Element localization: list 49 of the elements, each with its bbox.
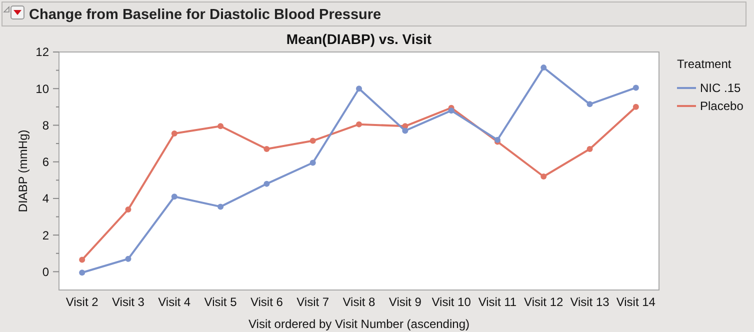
point	[218, 123, 224, 130]
chart-title: Change from Baseline for Diastolic Blood Pressure	[29, 7, 382, 23]
x-tick-label: Visit 2	[66, 295, 99, 309]
x-tick-label: Visit 3	[112, 295, 145, 309]
legend-title: Treatment	[677, 57, 732, 71]
point	[448, 108, 454, 114]
point	[632, 104, 639, 110]
y-tick-label: 10	[36, 82, 50, 96]
x-tick-label: Visit 7	[296, 295, 330, 309]
x-tick-label: Visit 8	[342, 295, 376, 309]
x-tick-label: Visit 5	[204, 295, 238, 309]
x-tick-label: Visit 10	[432, 295, 472, 309]
x-tick-label: Visit 14	[616, 295, 656, 309]
chart-subtitle: Mean(DIABP) vs. Visit	[286, 31, 432, 47]
point	[79, 256, 86, 263]
y-tick-label: 8	[42, 118, 50, 132]
point	[79, 270, 86, 276]
point	[310, 138, 316, 144]
x-axis-title: Visit ordered by Visit Number (ascending)	[248, 317, 470, 331]
x-tick-label: Visit 11	[478, 295, 517, 309]
x-tick-label: Visit 4	[158, 295, 191, 309]
y-tick-label: 4	[42, 192, 50, 206]
y-axis-title: DIABP (mmHg)	[16, 130, 30, 212]
point	[632, 84, 639, 91]
point	[125, 206, 132, 212]
point	[125, 256, 132, 262]
legend-label: NIC .15	[700, 81, 742, 96]
point	[218, 204, 224, 210]
point	[402, 128, 408, 134]
legend-label: Placebo	[700, 99, 744, 114]
point	[586, 101, 593, 108]
y-tick-label: 2	[42, 228, 50, 242]
x-tick-label: Visit 12	[524, 295, 564, 309]
y-tick-label: 0	[42, 264, 50, 279]
point	[264, 146, 270, 152]
x-tick-label: Visit 6	[250, 295, 284, 309]
point	[586, 146, 593, 152]
point	[356, 121, 362, 128]
y-tick-label: 6	[42, 155, 50, 170]
point	[540, 64, 547, 71]
x-tick-label: Visit 13	[570, 295, 610, 309]
point	[171, 194, 178, 200]
y-tick-label: 12	[36, 45, 50, 60]
point	[171, 130, 178, 136]
point	[264, 180, 270, 187]
point	[540, 173, 547, 180]
point	[310, 160, 316, 166]
x-tick-label: Visit 9	[388, 295, 422, 309]
point	[356, 86, 362, 92]
